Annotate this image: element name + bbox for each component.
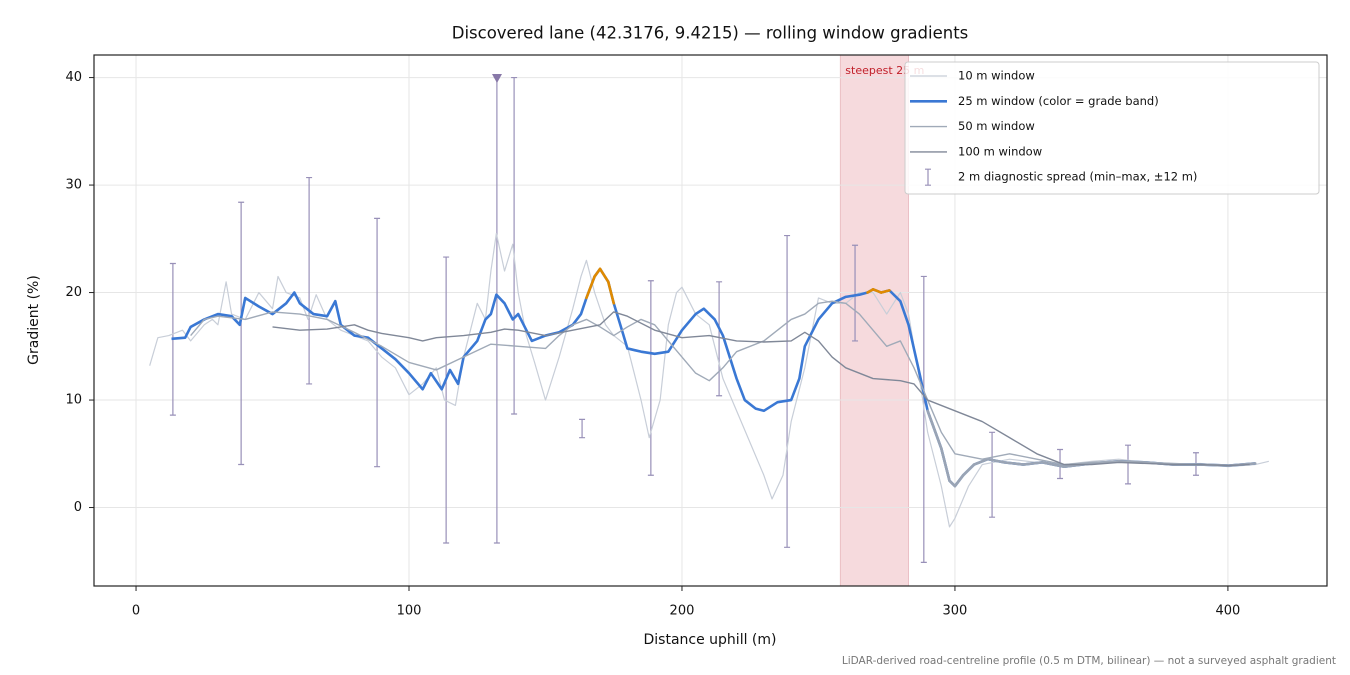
grade-band-segment [879, 289, 891, 294]
grade-band-segment [939, 447, 951, 482]
plot-lines [149, 76, 1269, 563]
legend-label: 10 m window [958, 69, 1035, 83]
grade-band-segment [986, 457, 1006, 464]
grade-band-segment [598, 267, 610, 284]
series-line [272, 311, 1250, 467]
legend-label: 100 m window [958, 144, 1042, 158]
error-bar [852, 244, 859, 342]
axes: 0 100 200 300 400 0 10 20 30 40 [65, 70, 1240, 618]
x-tick-label: 400 [1215, 604, 1240, 619]
error-bar [716, 281, 723, 397]
y-tick-label: 10 [65, 393, 82, 408]
legend-label: 25 m window (color = grade band) [958, 94, 1159, 108]
x-tick-label: 100 [397, 604, 422, 619]
grade-band-segment [926, 409, 943, 450]
error-bar [443, 256, 450, 544]
series-line [190, 300, 1250, 467]
grade-band-segment [606, 280, 616, 305]
x-axis-label: Distance uphill (m) [644, 632, 777, 648]
legend-box [904, 61, 1320, 195]
legend-label: 2 m diagnostic spread (min–max, ±12 m) [958, 170, 1197, 184]
error-bar [989, 431, 996, 518]
y-tick-label: 0 [74, 500, 82, 515]
grade-band-segment [1040, 461, 1066, 468]
grade-band-segment [871, 288, 883, 294]
y-tick-label: 40 [65, 70, 82, 85]
clip-marker [492, 74, 502, 83]
grade-band-segment [585, 275, 596, 300]
error-bar [1125, 444, 1132, 485]
error-bar [920, 275, 927, 563]
x-tick-label: 0 [132, 604, 140, 619]
y-tick-label: 20 [65, 285, 82, 300]
plot-frame [93, 54, 1328, 587]
legend-label: 50 m window [958, 119, 1035, 133]
grade-band-segment [972, 457, 989, 466]
x-tick-label: 300 [943, 604, 968, 619]
x-tick-label: 200 [670, 604, 695, 619]
error-bar [374, 217, 381, 468]
y-axis-label: Gradient (%) [26, 275, 42, 365]
footnote: LiDAR-derived road-centreline profile (0… [842, 655, 1336, 667]
legend-swatch [925, 168, 931, 186]
error-bar [306, 176, 313, 385]
error-bar [784, 234, 791, 548]
y-tick-label: 30 [65, 178, 82, 193]
grade-band-segment [961, 463, 976, 477]
error-bar [493, 76, 500, 544]
error-bar [511, 76, 518, 415]
error-bar [238, 201, 245, 466]
grade-band-segment [593, 267, 602, 278]
highlight-span [839, 55, 909, 586]
error-bar [647, 280, 654, 476]
grade-band-segment [1002, 461, 1025, 466]
chart-title: Discovered lane (42.3176, 9.4215) — roll… [452, 24, 969, 43]
grade-band-segment [953, 473, 965, 488]
error-bar [579, 418, 586, 439]
legend: 10 m window 25 m window (color = grade ba… [904, 61, 1320, 195]
grade-band-segment [1021, 461, 1044, 466]
